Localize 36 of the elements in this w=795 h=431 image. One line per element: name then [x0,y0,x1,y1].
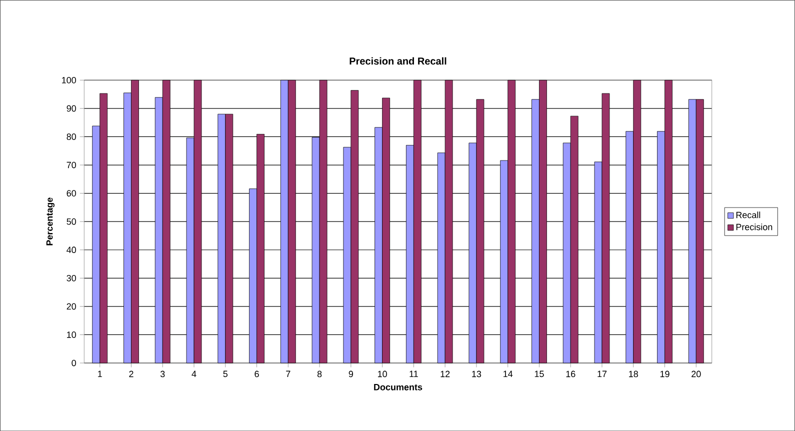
chart-title: Precision and Recall [350,57,446,65]
y-tick-label: 40 [66,246,76,253]
x-tick-label: 10 [378,370,387,378]
y-tick-label: 30 [66,274,76,282]
y-tick-label: 70 [66,162,76,168]
x-tick-label: 18 [629,370,638,378]
x-tick-label: 8 [317,370,322,378]
x-axis-title: Documents [374,384,422,390]
x-tick-label: 14 [504,370,513,377]
x-tick-label: 15 [534,370,544,378]
x-tick-label: 6 [254,370,259,378]
x-tick-label: 9 [348,370,354,378]
x-tick-label: 16 [566,370,576,378]
x-tick-label: 12 [440,370,450,378]
y-tick-label: 60 [66,190,76,196]
x-tick-label: 4 [192,370,196,377]
y-tick-label: 0 [72,360,76,366]
y-tick-label: 10 [67,331,76,338]
legend-label: Recall [736,211,760,218]
x-tick-label: 1 [98,370,102,377]
y-tick-label: 80 [66,133,76,140]
x-tick-label: 11 [410,370,418,377]
x-tick-label: 13 [472,370,482,378]
y-axis-title: Percentage [46,198,55,246]
y-tick-label: 20 [66,303,76,310]
legend-label: Precision [736,224,772,230]
y-tick-label: 90 [66,105,76,112]
x-tick-label: 5 [223,370,228,378]
x-tick-label: 17 [598,370,607,377]
y-tick-label: 100 [62,76,76,84]
x-tick-label: 20 [692,370,701,378]
x-tick-label: 2 [129,370,134,378]
x-tick-label: 3 [160,370,165,378]
x-tick-label: 19 [660,370,670,378]
y-tick-label: 50 [66,218,76,225]
x-tick-label: 7 [286,370,290,377]
